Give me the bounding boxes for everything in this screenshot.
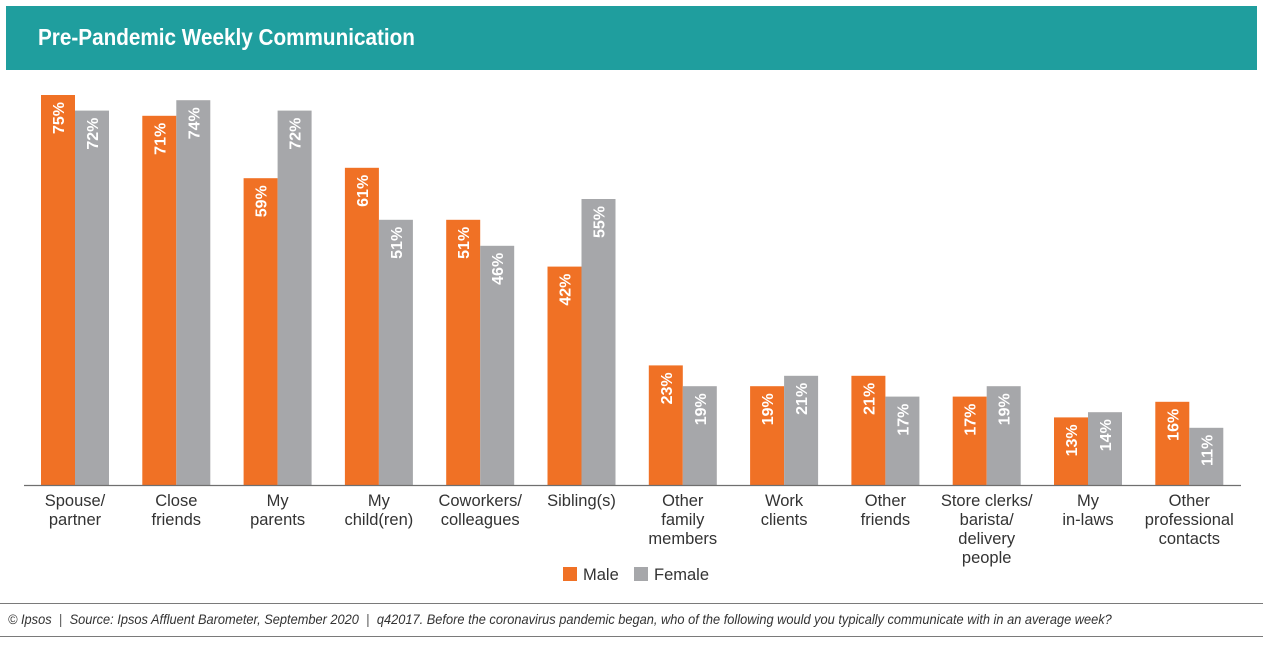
category-label-4: Coworkers/colleagues: [438, 492, 522, 529]
category-label-7: Work clients: [761, 492, 808, 529]
legend: Male Female: [563, 566, 709, 584]
value-label-male-6: 23%: [659, 372, 676, 404]
value-label-female-2: 72%: [288, 118, 305, 150]
bar-female-4: [480, 245, 515, 485]
bar-male-6: [648, 365, 683, 485]
bar-male-11: [1155, 401, 1190, 485]
category-label-6: Other family members: [648, 492, 717, 548]
legend-swatch-female: [634, 567, 648, 581]
bar-male-9: [952, 396, 987, 485]
bar-female-8: [885, 396, 920, 485]
value-label-male-3: 61%: [355, 175, 372, 207]
bar-female-3: [378, 219, 413, 486]
value-label-female-5: 55%: [592, 206, 609, 238]
copyright-text: © Ipsos: [8, 611, 52, 627]
bar-male-2: [243, 178, 278, 485]
category-label-3: My child(ren): [345, 492, 414, 529]
category-label-11: Other professional contacts: [1145, 492, 1234, 548]
category-label-10: My in-laws: [1062, 492, 1113, 529]
category-label-2: My parents: [250, 492, 305, 529]
category-labels-layer: Spouse/partner Close friends My parents My chi…: [45, 492, 1234, 567]
value-label-female-10: 14%: [1098, 419, 1115, 451]
value-label-male-10: 13%: [1064, 424, 1081, 456]
bar-male-0: [41, 95, 75, 485]
value-label-female-6: 19%: [693, 393, 710, 425]
value-label-female-4: 46%: [490, 253, 507, 285]
bar-male-5: [547, 266, 582, 485]
category-label-5: Sibling(s): [547, 492, 616, 510]
value-label-male-11: 16%: [1165, 409, 1182, 441]
question-text: q42017. Before the coronavirus pandemic …: [376, 611, 1112, 627]
value-label-female-11: 11%: [1199, 435, 1216, 466]
bar-female-0: [75, 110, 109, 485]
page-title: Pre-Pandemic Weekly Communication: [38, 24, 415, 50]
title-bar: Pre-Pandemic Weekly Communication: [6, 6, 1257, 70]
legend-label-male: Male: [583, 566, 619, 584]
value-label-male-1: 71%: [152, 123, 169, 155]
bar-male-10: [1054, 417, 1088, 485]
value-label-female-0: 72%: [85, 118, 102, 150]
bar-female-9: [986, 386, 1021, 485]
bar-female-11: [1189, 427, 1224, 485]
category-label-1: Close friends: [152, 492, 202, 529]
bar-chart: 75% 72% 71% 74% 59% 72% 61% 51% 51% 46% 42% 55% 23% 1…: [24, 95, 1241, 584]
bar-female-5: [581, 199, 616, 485]
value-label-male-8: 21%: [861, 383, 878, 415]
bar-male-1: [142, 115, 177, 486]
footer-divider-top: [0, 603, 1263, 604]
value-label-female-8: 17%: [895, 404, 912, 436]
source-text: Source: Ipsos Affluent Barometer, Septem…: [69, 611, 359, 627]
category-label-0: Spouse/partner: [45, 492, 106, 529]
value-label-male-0: 75%: [51, 102, 68, 134]
bar-female-1: [176, 100, 211, 485]
value-labels-layer: 75% 72% 71% 74% 59% 72% 61% 51% 51% 46% 42% 55% 23% 1…: [51, 102, 1216, 466]
value-label-female-7: 21%: [794, 383, 811, 415]
value-label-male-4: 51%: [456, 227, 473, 259]
legend-label-female: Female: [654, 566, 709, 584]
footer-note: © Ipsos | Source: Ipsos Affluent Barometer…: [8, 611, 1112, 627]
footer-separator: |: [58, 611, 63, 627]
footer-separator: |: [366, 611, 370, 627]
value-label-male-2: 59%: [254, 185, 271, 217]
value-label-female-1: 74%: [186, 107, 203, 139]
value-label-female-3: 51%: [389, 227, 406, 259]
bar-male-3: [344, 167, 379, 486]
bar-male-8: [851, 375, 886, 485]
bar-male-4: [446, 219, 481, 486]
category-label-8: Other friends: [861, 492, 911, 529]
legend-swatch-male: [563, 567, 577, 581]
bar-male-7: [750, 386, 785, 485]
value-label-male-5: 42%: [558, 274, 575, 306]
category-label-9: Store clerks/barista/delivery people: [941, 492, 1033, 567]
bar-female-7: [784, 375, 819, 485]
footer-divider-bottom: [0, 636, 1263, 637]
value-label-male-9: 17%: [963, 404, 980, 436]
bar-female-10: [1088, 412, 1122, 485]
bars-layer: [41, 95, 1224, 486]
value-label-male-7: 19%: [760, 393, 777, 425]
bar-female-6: [682, 386, 717, 485]
bar-female-2: [277, 110, 312, 485]
value-label-female-9: 19%: [997, 393, 1014, 425]
